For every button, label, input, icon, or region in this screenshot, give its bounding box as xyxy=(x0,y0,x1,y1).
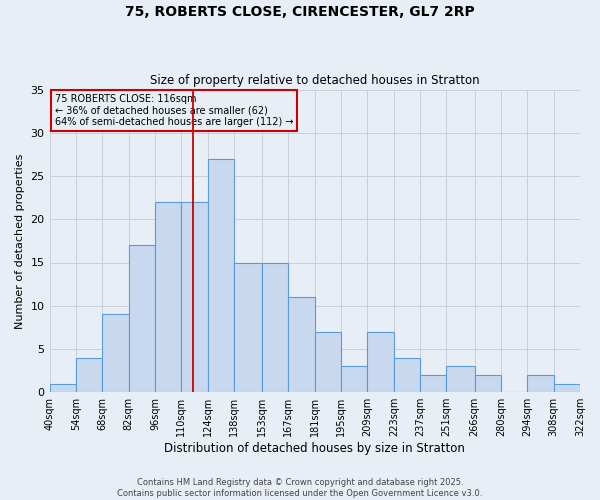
Bar xyxy=(527,375,554,392)
Bar xyxy=(367,332,394,392)
Bar xyxy=(554,384,580,392)
Text: Contains HM Land Registry data © Crown copyright and database right 2025.
Contai: Contains HM Land Registry data © Crown c… xyxy=(118,478,482,498)
Bar xyxy=(341,366,367,392)
Bar xyxy=(262,262,289,392)
Bar xyxy=(128,245,155,392)
Bar xyxy=(394,358,420,392)
Bar xyxy=(155,202,181,392)
Bar xyxy=(289,297,315,392)
Bar xyxy=(181,202,208,392)
Bar xyxy=(102,314,128,392)
Bar xyxy=(315,332,341,392)
Bar xyxy=(446,366,475,392)
Bar xyxy=(50,384,76,392)
Title: Size of property relative to detached houses in Stratton: Size of property relative to detached ho… xyxy=(150,74,479,87)
X-axis label: Distribution of detached houses by size in Stratton: Distribution of detached houses by size … xyxy=(164,442,465,455)
Y-axis label: Number of detached properties: Number of detached properties xyxy=(15,153,25,328)
Bar xyxy=(76,358,102,392)
Bar xyxy=(420,375,446,392)
Bar xyxy=(208,158,234,392)
Text: 75 ROBERTS CLOSE: 116sqm
← 36% of detached houses are smaller (62)
64% of semi-d: 75 ROBERTS CLOSE: 116sqm ← 36% of detach… xyxy=(55,94,293,128)
Bar xyxy=(234,262,262,392)
Bar xyxy=(475,375,501,392)
Text: 75, ROBERTS CLOSE, CIRENCESTER, GL7 2RP: 75, ROBERTS CLOSE, CIRENCESTER, GL7 2RP xyxy=(125,5,475,19)
